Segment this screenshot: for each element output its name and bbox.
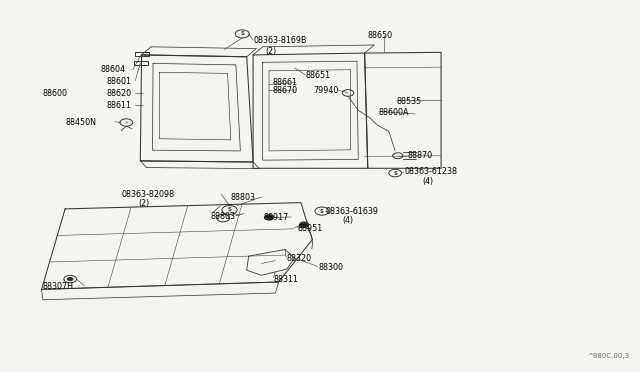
- Text: 79940: 79940: [314, 86, 339, 95]
- Text: 08363-61238: 08363-61238: [404, 167, 457, 176]
- Text: S: S: [227, 208, 232, 212]
- Circle shape: [300, 222, 308, 227]
- Text: 88535: 88535: [396, 97, 422, 106]
- Bar: [134, 61, 148, 65]
- Text: 88311: 88311: [273, 275, 298, 283]
- Text: S: S: [393, 171, 397, 176]
- Text: 88600A: 88600A: [379, 108, 409, 117]
- Text: 88650: 88650: [368, 31, 393, 40]
- Text: 88450N: 88450N: [65, 118, 96, 127]
- Text: 88670: 88670: [272, 86, 298, 95]
- Text: S: S: [320, 209, 324, 214]
- Text: ^880C,00,3: ^880C,00,3: [587, 353, 629, 359]
- Text: 88951: 88951: [298, 224, 323, 233]
- Text: 88300: 88300: [318, 263, 343, 272]
- Bar: [135, 52, 149, 56]
- Text: 08363-82098: 08363-82098: [121, 190, 174, 199]
- Text: 88917: 88917: [264, 213, 289, 222]
- Text: S: S: [240, 31, 244, 36]
- Text: (2): (2): [266, 47, 277, 56]
- Text: (2): (2): [138, 199, 150, 208]
- Text: 88600: 88600: [43, 89, 68, 98]
- Text: 08363-61639: 08363-61639: [325, 206, 378, 216]
- Text: 88604: 88604: [100, 65, 125, 74]
- Text: (4): (4): [422, 177, 433, 186]
- Text: 88651: 88651: [306, 71, 331, 80]
- Text: 88661: 88661: [272, 78, 297, 87]
- Text: 88611: 88611: [106, 101, 132, 110]
- Text: 88320: 88320: [286, 254, 311, 263]
- Text: 88870: 88870: [407, 151, 433, 160]
- Text: 08363-8169B: 08363-8169B: [253, 36, 307, 45]
- Text: (4): (4): [342, 216, 353, 225]
- Text: 88601: 88601: [106, 77, 132, 86]
- Circle shape: [68, 278, 73, 280]
- Text: 88803: 88803: [231, 193, 256, 202]
- Text: »: »: [125, 120, 128, 125]
- Text: 88620: 88620: [106, 89, 132, 98]
- Text: 88803: 88803: [211, 212, 236, 221]
- Circle shape: [264, 215, 273, 220]
- Text: 88307H: 88307H: [43, 282, 74, 291]
